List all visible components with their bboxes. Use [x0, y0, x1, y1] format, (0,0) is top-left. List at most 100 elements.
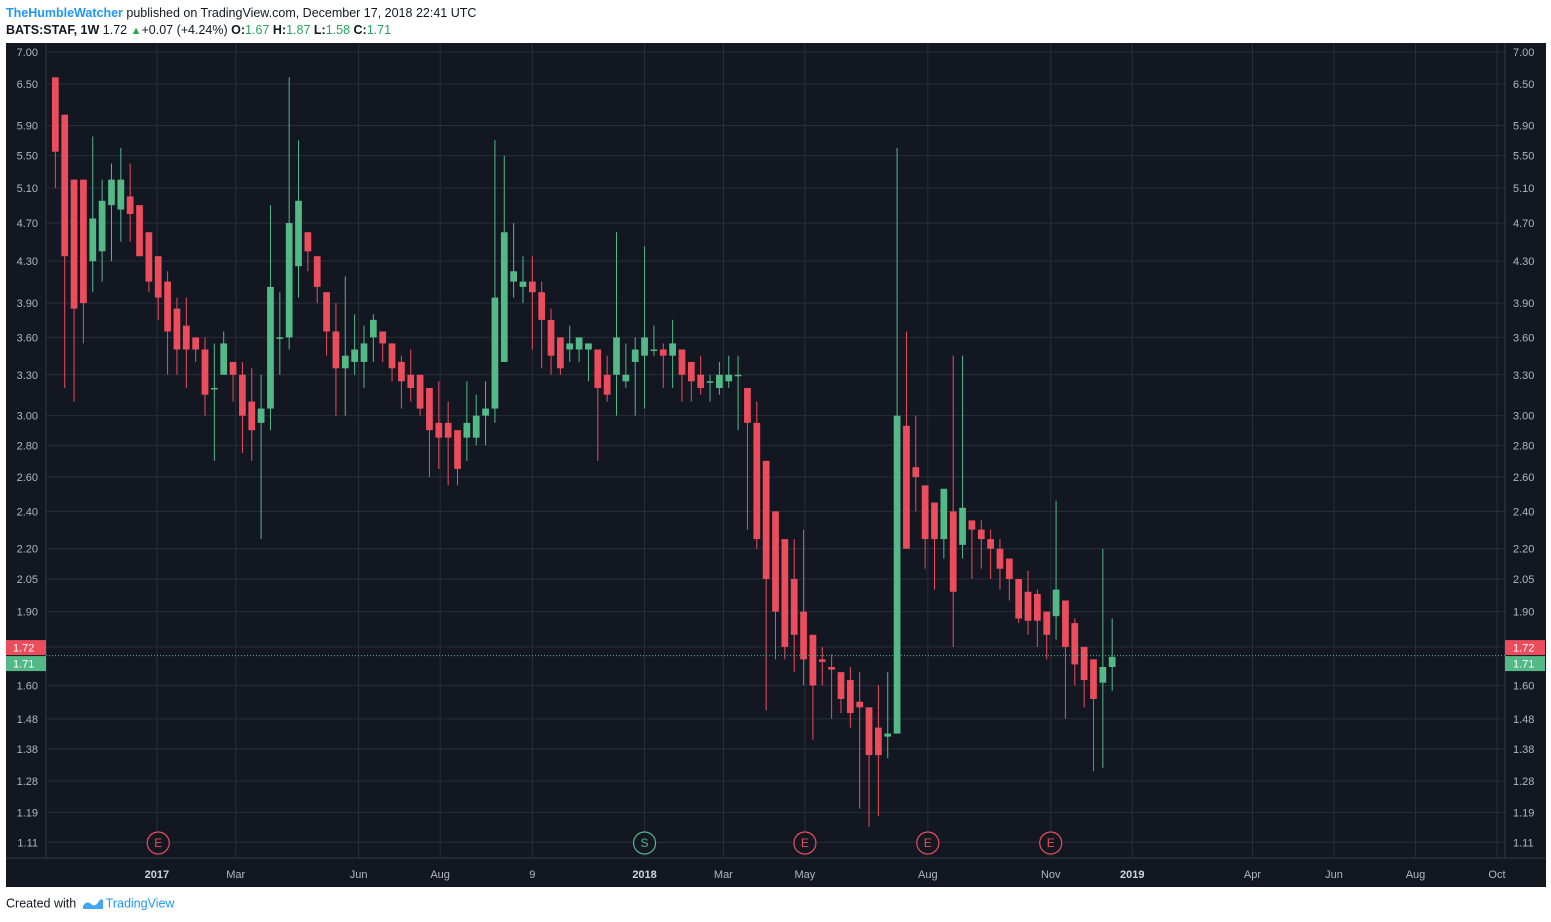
y-tick-label-right: 7.00	[1513, 47, 1534, 59]
candle-body	[528, 281, 536, 293]
candle	[1099, 548, 1107, 768]
earnings-marker[interactable]: E	[146, 831, 170, 855]
candle	[136, 205, 143, 257]
candle	[977, 520, 985, 569]
candle	[229, 361, 237, 402]
last-price: 1.72	[102, 23, 128, 37]
candle-body	[669, 343, 676, 356]
candle-body	[398, 361, 405, 382]
candle	[725, 355, 733, 388]
candlestick-chart[interactable]: 7.00 7.00 6.50 6.50 5.90 5.90 5.50 5.50 5.10 5.10…	[6, 43, 1546, 887]
y-tick-label-left: 3.30	[17, 370, 38, 382]
footer: Created with TradingView	[6, 896, 174, 912]
y-tick-label-right: 1.90	[1513, 607, 1534, 619]
candle	[846, 666, 854, 728]
candle-body	[921, 485, 929, 540]
tradingview-link[interactable]: TradingView	[105, 896, 175, 911]
candle-body	[650, 349, 658, 352]
candle	[341, 276, 349, 416]
candle-body	[566, 343, 574, 350]
candle	[220, 331, 228, 375]
candle-body	[875, 727, 882, 756]
y-tick-label-right: 3.00	[1513, 411, 1534, 423]
y-tick-label-right: 2.80	[1513, 440, 1534, 452]
candle	[154, 256, 162, 320]
candle	[1052, 500, 1060, 640]
y-tick-label-right: 2.05	[1513, 574, 1534, 586]
x-tick-label: Aug	[430, 869, 450, 881]
author-link[interactable]: TheHumbleWatcher	[6, 6, 123, 20]
candle-body	[622, 374, 630, 382]
y-tick-label-left: 3.90	[17, 298, 38, 310]
candle	[332, 303, 340, 416]
split-marker[interactable]: S	[632, 831, 657, 855]
y-tick-label-left: 3.00	[17, 411, 38, 423]
candle-body	[108, 179, 115, 206]
y-tick-label-right: 4.70	[1513, 218, 1534, 230]
candle	[313, 256, 321, 304]
candle	[865, 707, 873, 828]
price-label-bg	[1505, 656, 1545, 672]
up-arrow-icon: ▲	[130, 25, 142, 37]
candle-body	[987, 539, 994, 549]
candle	[809, 634, 817, 740]
low-label: L:	[313, 23, 326, 37]
candle-body	[351, 349, 359, 362]
candle	[828, 654, 835, 719]
y-tick-label-right: 2.40	[1513, 506, 1534, 518]
candle	[800, 529, 807, 686]
candle	[463, 381, 471, 461]
event-marker-circle	[916, 831, 940, 855]
candle-body	[903, 425, 910, 549]
earnings-marker[interactable]: E	[1039, 831, 1063, 855]
candle	[575, 337, 583, 362]
candle	[379, 331, 387, 362]
ohlc-line: BATS:STAF, 1W 1.72 ▲+0.07 (+4.24%) O:1.6…	[6, 23, 391, 37]
candle	[1108, 618, 1116, 691]
candle	[744, 387, 751, 530]
y-tick-label-left: 5.90	[17, 120, 38, 132]
price-label-right: 1.72	[1505, 640, 1545, 656]
candle-body	[510, 271, 517, 282]
candle-body	[716, 374, 723, 388]
candle-body	[631, 349, 639, 362]
candle	[276, 292, 284, 375]
candle	[519, 256, 527, 304]
chart-area[interactable]: 7.00 7.00 6.50 6.50 5.90 5.90 5.50 5.50 5.10 5.10…	[6, 43, 1546, 887]
x-tick-label: Nov	[1041, 869, 1061, 881]
candle-body	[856, 701, 864, 708]
y-tick-label-right: 2.20	[1513, 544, 1534, 556]
candle-body	[276, 337, 284, 339]
y-tick-label-left: 6.50	[17, 79, 38, 91]
y-tick-label-left: 7.00	[17, 47, 38, 59]
earnings-marker[interactable]: E	[793, 831, 817, 855]
candle	[323, 292, 330, 356]
earnings-marker[interactable]: E	[916, 831, 940, 855]
candle-body	[1005, 558, 1013, 580]
candle	[697, 355, 705, 395]
candle-body	[1090, 659, 1097, 699]
candle	[510, 223, 517, 298]
candle	[753, 401, 761, 549]
candle	[192, 337, 200, 362]
candle	[949, 355, 957, 647]
candle-body	[772, 511, 779, 612]
candle-body	[98, 200, 106, 252]
y-tick-label-right: 3.60	[1513, 332, 1534, 344]
candle	[781, 539, 789, 660]
candle-body	[659, 349, 667, 356]
candle-body	[491, 297, 499, 409]
candle-body	[613, 337, 620, 375]
candle	[51, 77, 59, 188]
candle	[164, 271, 171, 375]
candle-body	[575, 337, 583, 350]
tradingview-logo-icon	[82, 899, 103, 909]
candle-body	[435, 422, 443, 438]
candle-body	[323, 292, 330, 332]
candle	[398, 355, 405, 409]
x-tick-label: 9	[529, 869, 535, 881]
candle-body	[239, 374, 246, 416]
candle-body	[313, 256, 321, 287]
candle	[594, 349, 602, 461]
candle	[173, 297, 181, 375]
